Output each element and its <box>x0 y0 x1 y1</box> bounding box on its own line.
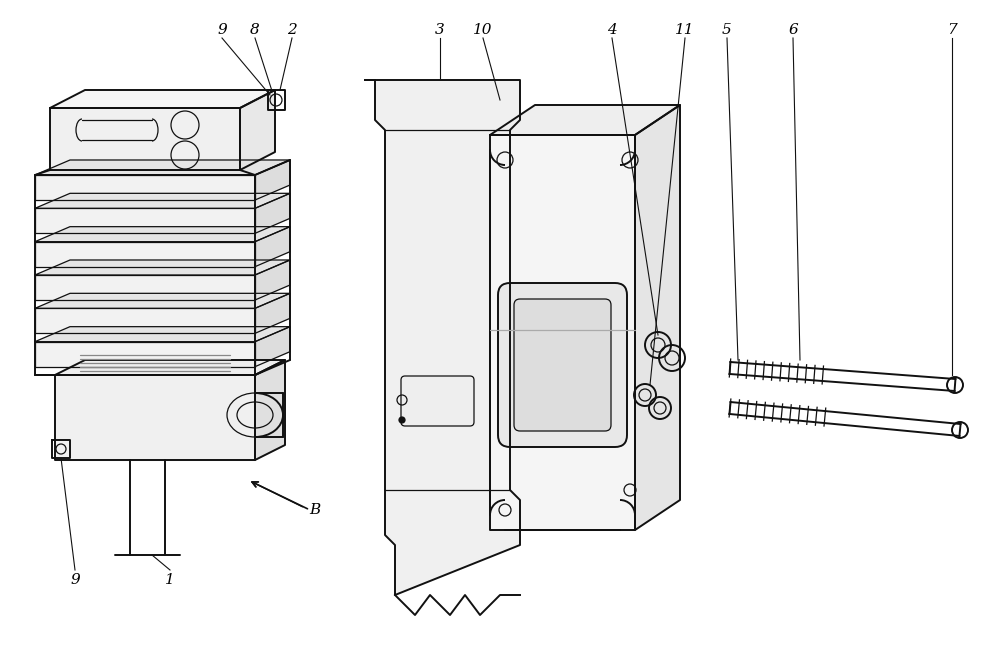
Text: 9: 9 <box>217 23 227 37</box>
Polygon shape <box>365 80 520 595</box>
Polygon shape <box>35 208 255 233</box>
Polygon shape <box>35 260 290 275</box>
Polygon shape <box>255 293 290 333</box>
Polygon shape <box>50 108 240 170</box>
Polygon shape <box>55 375 255 460</box>
Polygon shape <box>35 326 290 342</box>
Polygon shape <box>255 194 290 233</box>
Polygon shape <box>255 160 290 200</box>
Polygon shape <box>50 90 275 108</box>
Polygon shape <box>240 90 275 170</box>
Polygon shape <box>35 175 255 200</box>
Text: B: B <box>309 503 321 517</box>
Polygon shape <box>255 260 290 300</box>
Polygon shape <box>255 226 290 266</box>
Polygon shape <box>35 275 255 300</box>
Text: 1: 1 <box>165 573 175 587</box>
Polygon shape <box>635 105 680 530</box>
Polygon shape <box>35 242 255 266</box>
Polygon shape <box>255 360 285 460</box>
Polygon shape <box>35 160 290 175</box>
Polygon shape <box>35 226 290 242</box>
Polygon shape <box>490 105 680 135</box>
Text: 5: 5 <box>722 23 732 37</box>
Text: 9: 9 <box>70 573 80 587</box>
Text: 8: 8 <box>250 23 260 37</box>
FancyBboxPatch shape <box>514 299 611 431</box>
Text: 4: 4 <box>607 23 617 37</box>
Polygon shape <box>35 342 255 366</box>
Polygon shape <box>490 135 635 530</box>
FancyBboxPatch shape <box>498 283 627 447</box>
Text: 11: 11 <box>675 23 695 37</box>
Polygon shape <box>35 194 290 208</box>
Text: 3: 3 <box>435 23 445 37</box>
Circle shape <box>399 417 405 423</box>
Text: 7: 7 <box>947 23 957 37</box>
Text: 10: 10 <box>473 23 493 37</box>
Polygon shape <box>35 293 290 308</box>
Polygon shape <box>35 308 255 333</box>
Text: 6: 6 <box>788 23 798 37</box>
Polygon shape <box>55 360 285 375</box>
FancyBboxPatch shape <box>401 376 474 426</box>
Polygon shape <box>255 326 290 366</box>
Text: 2: 2 <box>287 23 297 37</box>
